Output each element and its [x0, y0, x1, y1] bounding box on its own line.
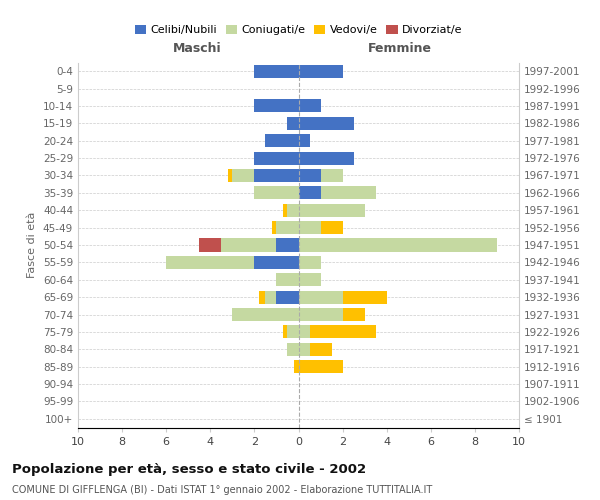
Bar	[299, 290, 343, 304]
Bar	[294, 360, 299, 373]
Bar	[277, 238, 299, 252]
Bar	[299, 326, 310, 338]
Bar	[221, 238, 277, 252]
Bar	[166, 256, 254, 269]
Bar	[232, 169, 254, 182]
Bar	[299, 100, 320, 112]
Bar	[299, 186, 320, 200]
Bar	[283, 326, 287, 338]
Bar	[299, 169, 320, 182]
Bar	[299, 360, 343, 373]
Bar	[232, 308, 299, 321]
Bar	[343, 308, 365, 321]
Bar	[254, 64, 299, 78]
Bar	[254, 169, 299, 182]
Bar	[254, 152, 299, 164]
Bar	[320, 186, 376, 200]
Bar	[287, 343, 299, 356]
Bar	[299, 117, 353, 130]
Bar	[299, 204, 365, 217]
Bar	[199, 238, 221, 252]
Bar	[287, 117, 299, 130]
Bar	[299, 152, 353, 164]
Bar	[287, 326, 299, 338]
Y-axis label: Fasce di età: Fasce di età	[28, 212, 37, 278]
Bar	[299, 238, 497, 252]
Bar	[310, 326, 376, 338]
Bar	[299, 273, 320, 286]
Text: Popolazione per età, sesso e stato civile - 2002: Popolazione per età, sesso e stato civil…	[12, 462, 366, 475]
Bar	[299, 343, 310, 356]
Bar	[287, 204, 299, 217]
Bar	[283, 204, 287, 217]
Bar	[320, 221, 343, 234]
Bar	[277, 290, 299, 304]
Bar	[299, 308, 343, 321]
Legend: Celibi/Nubili, Coniugati/e, Vedovi/e, Divorziat/e: Celibi/Nubili, Coniugati/e, Vedovi/e, Di…	[130, 20, 467, 40]
Bar	[265, 134, 299, 147]
Bar	[320, 169, 343, 182]
Text: Maschi: Maschi	[173, 42, 221, 55]
Bar	[299, 256, 320, 269]
Bar	[299, 221, 320, 234]
Bar	[272, 221, 277, 234]
Text: Femmine: Femmine	[368, 42, 432, 55]
Bar	[299, 134, 310, 147]
Bar	[254, 186, 299, 200]
Bar	[254, 256, 299, 269]
Text: COMUNE DI GIFFLENGA (BI) - Dati ISTAT 1° gennaio 2002 - Elaborazione TUTTITALIA.: COMUNE DI GIFFLENGA (BI) - Dati ISTAT 1°…	[12, 485, 432, 495]
Bar	[259, 290, 265, 304]
Bar	[310, 343, 332, 356]
Bar	[228, 169, 232, 182]
Bar	[277, 273, 299, 286]
Bar	[277, 221, 299, 234]
Bar	[265, 290, 277, 304]
Bar	[254, 100, 299, 112]
Bar	[343, 290, 387, 304]
Bar	[299, 64, 343, 78]
